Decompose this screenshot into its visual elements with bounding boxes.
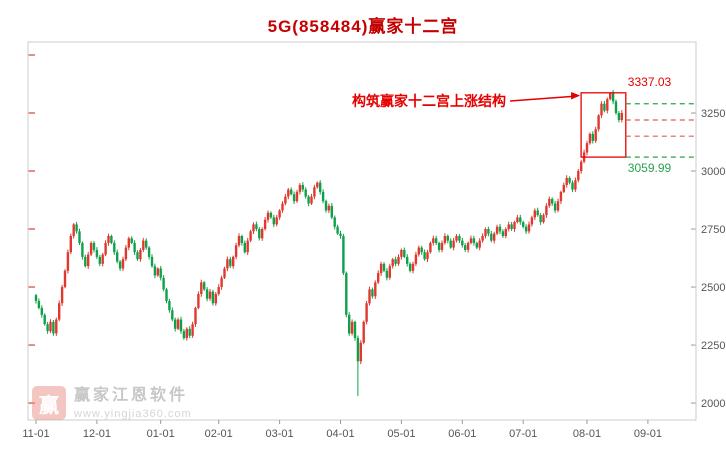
low-value-label: 3059.99 [628,161,672,175]
left-axis-ticks [28,54,35,404]
annotation-arrowhead-icon [571,92,581,100]
x-axis-label: 09-01 [634,428,662,440]
structure-annotation: 构筑赢家十二宫上涨结构 3337.03 3059.99 [352,75,695,175]
x-axis-label: 01-01 [147,428,175,440]
y-axis-label: 2750 [701,224,725,236]
x-axis-label: 11-01 [22,428,49,440]
y-axis-label: 2250 [701,340,725,352]
y-axis-label: 2000 [701,398,725,410]
y-axis-label: 3000 [701,166,725,178]
x-axis-label: 05-01 [387,428,415,440]
high-value-label: 3337.03 [628,75,672,89]
x-axis-label: 07-01 [509,428,537,440]
x-axis-label: 02-01 [205,428,233,440]
y-axis: 2000 2250 2500 2750 3000 3250 [691,108,725,410]
x-axis-label: 06-01 [448,428,476,440]
x-axis-label: 12-01 [83,428,111,440]
structure-box [580,92,627,158]
x-axis-label: 03-01 [266,428,294,440]
y-axis-label: 3250 [701,108,725,120]
x-axis: 11-01 12-01 01-01 02-01 03-01 04-01 05-01 06-01… [22,420,662,440]
y-axis-label: 2500 [701,282,725,294]
annotation-text: 构筑赢家十二宫上涨结构 [352,93,506,109]
chart-title: 5G(858484)赢家十二宫 [267,17,459,36]
x-axis-label: 08-01 [573,428,601,440]
x-axis-label: 04-01 [326,428,354,440]
plot-border [27,41,697,421]
candles-layer [34,90,623,397]
annotation-arrow [509,95,579,102]
